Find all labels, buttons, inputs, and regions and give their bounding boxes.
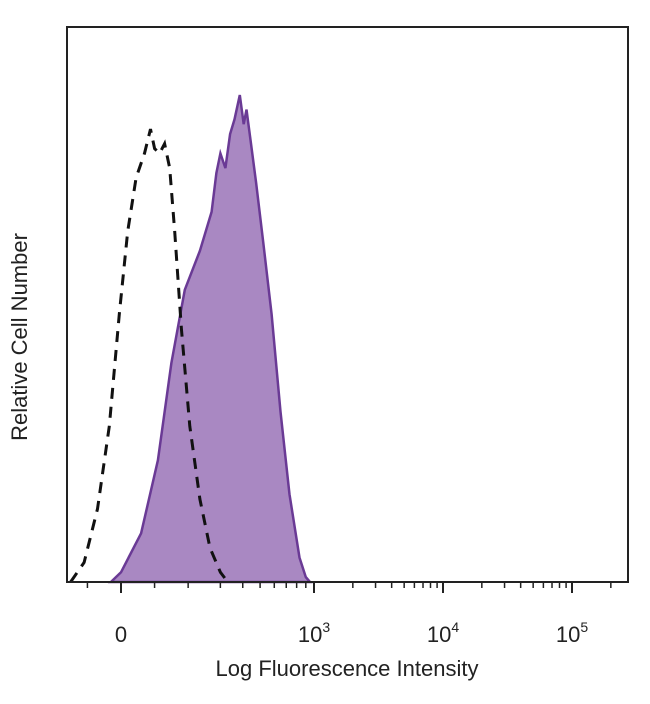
y-axis-label: Relative Cell Number (7, 233, 32, 441)
x-tick-label: 104 (427, 619, 459, 647)
x-tick-exponent: 5 (580, 619, 588, 635)
x-tick-base: 10 (556, 622, 580, 647)
x-tick-label: 103 (298, 619, 330, 647)
x-tick-labels: 0 103 104 105 (115, 582, 588, 647)
minor-ticks (86, 582, 612, 588)
x-tick-exponent: 4 (451, 619, 459, 635)
filled-histogram (107, 94, 313, 584)
x-tick-exponent: 3 (322, 619, 330, 635)
x-tick-base: 0 (115, 622, 127, 647)
dashed-histogram (69, 128, 229, 583)
x-axis-label: Log Fluorescence Intensity (216, 656, 479, 681)
x-tick-base: 10 (298, 622, 322, 647)
x-tick-label: 105 (556, 619, 588, 647)
x-tick-label: 0 (115, 622, 127, 647)
x-tick-base: 10 (427, 622, 451, 647)
series-layer (67, 94, 628, 584)
